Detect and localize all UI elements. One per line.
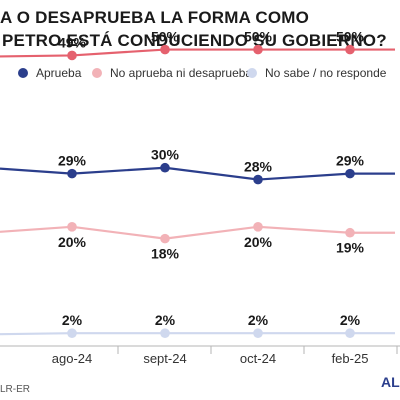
- data-label-s0-1: 50%: [151, 29, 180, 45]
- legend-marker-aprueba: [18, 68, 28, 78]
- data-label-s0-0: 49%: [58, 34, 87, 50]
- chart-legend: Aprueba No aprueba ni desaprueba No sabe…: [0, 66, 400, 86]
- data-point-s3-3: [345, 328, 355, 338]
- chart-title-line-2: PETRO ESTÁ CONDUCIENDO SU GOBIERNO?: [2, 31, 387, 50]
- data-point-s2-3: [345, 227, 355, 238]
- chart-source: LR-ER: [0, 384, 31, 395]
- data-label-s0-2: 50%: [244, 29, 273, 45]
- data-point-s1-2: [253, 174, 263, 185]
- x-tick-label: ago-24: [52, 351, 92, 366]
- data-point-s2-1: [160, 233, 170, 244]
- data-point-s3-2: [253, 328, 263, 338]
- chart-title-line-1: A O DESAPRUEBA LA FORMA COMO: [0, 8, 310, 27]
- legend-label-aprueba: Aprueba: [36, 66, 82, 80]
- series-line-2: [0, 225, 395, 240]
- x-tick-label: sept-24: [143, 351, 186, 366]
- data-point-s0-3: [345, 44, 355, 55]
- data-label-s3-0: 2%: [62, 312, 83, 328]
- data-label-s3-3: 2%: [340, 312, 361, 328]
- data-label-s2-2: 20%: [244, 234, 273, 250]
- data-label-s3-2: 2%: [248, 312, 269, 328]
- data-point-s1-3: [345, 168, 355, 179]
- data-point-s0-2: [253, 44, 263, 55]
- data-point-s0-1: [160, 44, 170, 55]
- data-point-s2-2: [253, 222, 263, 232]
- data-point-s3-1: [160, 328, 170, 338]
- series-line-1: [0, 166, 395, 181]
- x-tick-label: feb-25: [332, 351, 369, 366]
- legend-marker-neutral: [92, 68, 102, 78]
- series-line-0: [0, 48, 395, 58]
- data-label-s2-1: 18%: [151, 246, 180, 262]
- data-point-s1-1: [160, 162, 170, 173]
- data-label-s1-0: 29%: [58, 153, 87, 169]
- data-label-s3-1: 2%: [155, 312, 176, 328]
- data-point-s2-0: [67, 222, 77, 232]
- legend-item-neutral: No aprueba ni desaprueba: [92, 66, 252, 80]
- data-point-s1-0: [67, 168, 77, 179]
- data-label-s2-3: 19%: [336, 240, 365, 256]
- legend-marker-no-responde: [247, 68, 257, 78]
- data-point-s3-0: [67, 328, 77, 338]
- data-label-s0-3: 50%: [336, 29, 365, 45]
- brand-logo-text: AL: [381, 374, 400, 390]
- legend-item-no-responde: No sabe / no responde: [247, 66, 386, 80]
- legend-label-no-responde: No sabe / no responde: [265, 66, 387, 80]
- data-label-s1-3: 29%: [336, 153, 365, 169]
- data-label-s1-1: 30%: [151, 147, 180, 163]
- series-line-3: [0, 332, 395, 336]
- legend-item-aprueba: Aprueba: [18, 66, 81, 80]
- data-label-s2-0: 20%: [58, 234, 87, 250]
- legend-label-neutral: No aprueba ni desaprueba: [110, 66, 253, 80]
- x-tick-label: oct-24: [240, 351, 276, 366]
- data-label-s1-2: 28%: [244, 159, 273, 175]
- data-point-s0-0: [67, 50, 77, 61]
